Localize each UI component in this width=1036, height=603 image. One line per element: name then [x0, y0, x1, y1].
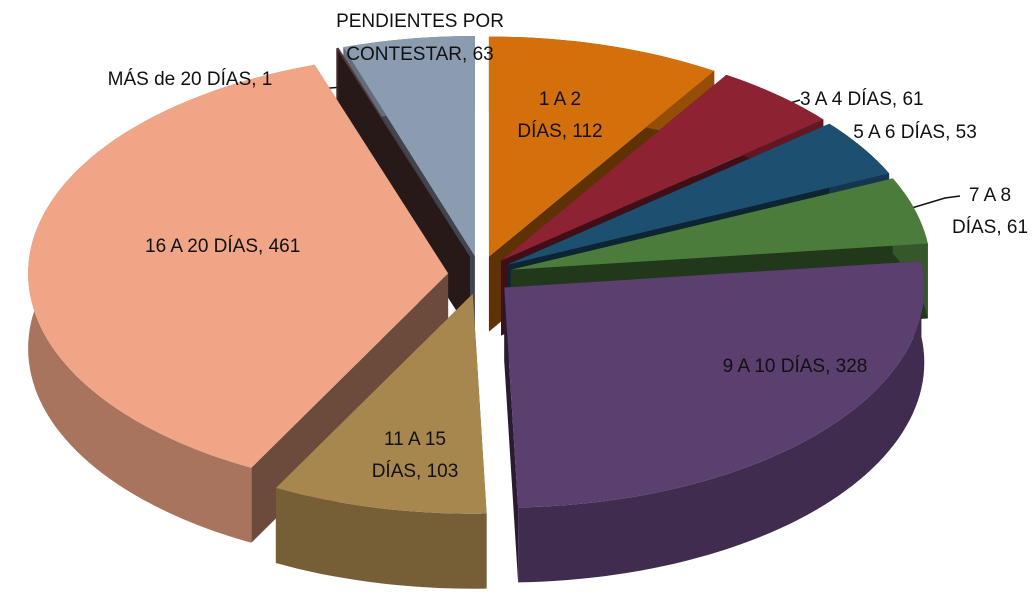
data-label: 11 A 15 DÍAS, 103	[372, 429, 459, 482]
data-label: 3 A 4 DÍAS, 61	[800, 89, 924, 110]
leader-line	[904, 195, 961, 211]
data-label: 9 A 10 DÍAS, 328	[723, 356, 868, 377]
pie-slice	[275, 293, 487, 589]
slice-top	[501, 74, 824, 261]
slice-top	[488, 36, 715, 257]
data-label: 5 A 6 DÍAS, 53	[853, 122, 977, 143]
slice-top	[336, 47, 470, 257]
data-label: MÁS de 20 DÍAS, 1	[108, 69, 273, 90]
slice-top	[510, 178, 928, 270]
data-label: 1 A 2 DÍAS, 112	[517, 89, 602, 142]
slice-top	[275, 293, 487, 514]
slice-top	[28, 64, 449, 468]
slice-top	[343, 36, 475, 256]
pie-slice	[28, 64, 449, 543]
slice-wall	[275, 488, 487, 589]
slice-top	[507, 123, 890, 265]
data-label: 16 A 20 DÍAS, 461	[145, 236, 300, 257]
slice-side	[504, 287, 519, 583]
data-label: 7 A 8 DÍAS, 61	[952, 185, 1028, 238]
pie-slice	[504, 261, 925, 583]
data-label: PENDIENTES POR CONTESTAR, 63	[336, 11, 504, 65]
slice-wall	[518, 261, 925, 583]
slice-top	[504, 261, 925, 508]
